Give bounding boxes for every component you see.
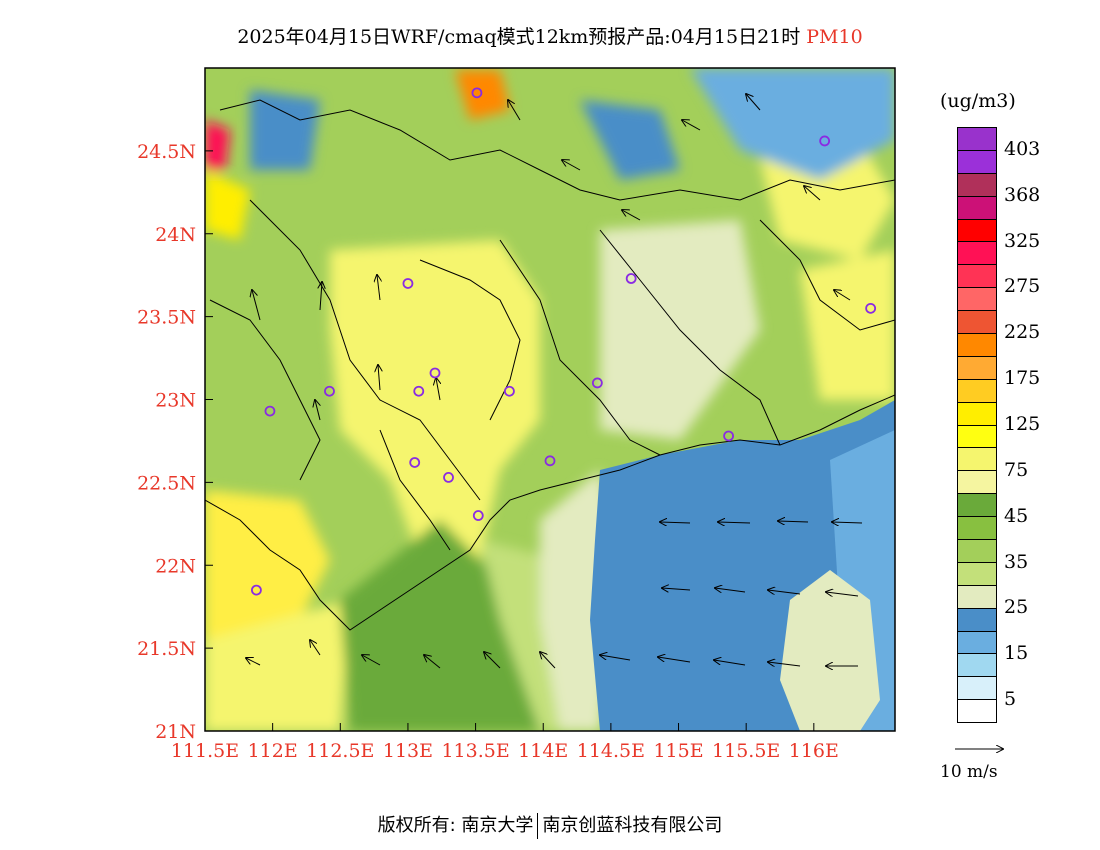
colorbar-label: 403	[1004, 137, 1041, 160]
x-tick-label: 113E	[383, 740, 433, 762]
y-tick-label: 24N	[155, 224, 196, 246]
copyright-suffix: 南京创蓝科技有限公司	[542, 815, 723, 836]
colorbar-segment	[958, 540, 996, 563]
colorbar-segment	[958, 562, 996, 586]
title-main: 2025年04月15日WRF/cmaq模式12km预报产品:04月15日21时	[237, 26, 801, 48]
colorbar-segment	[958, 196, 996, 220]
station-marker	[625, 273, 637, 284]
y-tick-label: 22N	[155, 555, 196, 577]
y-tick-label: 22.5N	[137, 472, 196, 494]
station-marker	[324, 385, 335, 397]
copyright-separator	[537, 813, 539, 839]
x-tick-label: 115.5E	[712, 740, 780, 762]
colorbar-segment	[958, 608, 996, 632]
station-markers	[251, 87, 877, 596]
x-tick-label: 114.5E	[577, 740, 645, 762]
colorbar-segment	[958, 288, 996, 312]
colorbar-segment	[958, 677, 996, 701]
y-tick-label: 21N	[155, 721, 196, 743]
station-marker	[472, 510, 484, 521]
legend-unit: (ug/m3)	[940, 90, 1016, 112]
y-tick-label: 24.5N	[137, 141, 196, 163]
vector-reference-label: 10 m/s	[940, 762, 998, 782]
colorbar-segment	[958, 402, 996, 426]
colorbar-segment	[958, 356, 996, 380]
colorbar-label: 15	[1004, 642, 1029, 665]
colorbar-segment	[958, 585, 996, 609]
colorbar-segment	[958, 311, 996, 335]
station-marker	[413, 385, 425, 397]
colorbar-segment	[958, 242, 996, 266]
colorbar-label: 25	[1004, 596, 1029, 619]
x-tick-label: 113.5E	[441, 740, 509, 762]
x-tick-label: 114E	[518, 740, 568, 762]
y-axis-labels: 21N 21.5N 22N 22.5N 23N 23.5N 24N 24.5N	[137, 141, 196, 743]
colorbar-label: 225	[1004, 321, 1041, 344]
y-tick-label: 23.5N	[137, 307, 196, 329]
x-tick-label: 115E	[653, 740, 703, 762]
colorbar-segment	[958, 334, 996, 357]
station-marker	[504, 385, 515, 397]
y-tick-label: 21.5N	[137, 638, 196, 660]
station-marker	[865, 302, 877, 314]
copyright: 版权所有: 南京大学 南京创蓝科技有限公司	[0, 811, 1100, 839]
colorbar	[957, 127, 997, 723]
station-marker	[544, 455, 556, 467]
colorbar-label: 45	[1004, 504, 1029, 527]
x-tick-label: 111.5E	[171, 740, 239, 762]
colorbar-segment	[958, 631, 996, 655]
colorbar-label: 175	[1004, 367, 1041, 390]
colorbar-label: 5	[1004, 688, 1017, 711]
station-marker	[429, 367, 441, 379]
x-tick-label: 112.5E	[306, 740, 374, 762]
colorbar-segment	[958, 471, 996, 495]
chart-title: 2025年04月15日WRF/cmaq模式12km预报产品:04月15日21时 P…	[0, 22, 1100, 49]
station-marker	[723, 430, 734, 442]
colorbar-segment	[958, 448, 996, 472]
x-tick-label: 116E	[789, 740, 839, 762]
colorbar-label: 35	[1004, 550, 1029, 573]
x-tick-label: 112E	[248, 740, 298, 762]
colorbar-segment	[958, 173, 996, 197]
colorbar-segment	[958, 219, 996, 243]
colorbar-segment	[958, 517, 996, 541]
station-marker	[264, 405, 276, 417]
title-pollutant: PM10	[806, 26, 863, 48]
colorbar-segment	[958, 150, 996, 174]
station-marker	[251, 584, 262, 596]
copyright-prefix: 版权所有: 南京大学	[377, 815, 534, 836]
station-marker	[819, 135, 831, 147]
colorbar-segment	[958, 494, 996, 518]
station-marker	[409, 457, 421, 468]
colorbar-segment	[958, 379, 996, 403]
y-tick-label: 23N	[155, 390, 196, 412]
colorbar-label: 275	[1004, 275, 1041, 298]
colorbar-label: 75	[1004, 458, 1029, 481]
station-marker	[402, 278, 414, 289]
axis-ticks	[204, 150, 815, 732]
colorbar-segment	[958, 425, 996, 449]
colorbar-label: 125	[1004, 413, 1041, 435]
colorbar-segment	[958, 654, 996, 678]
colorbar-label: 325	[1004, 229, 1041, 252]
colorbar-segment	[958, 128, 996, 151]
colorbar-segment	[958, 265, 996, 289]
concentration-field	[205, 68, 895, 731]
station-marker	[591, 377, 603, 389]
station-marker	[471, 87, 483, 99]
colorbar-segment	[958, 700, 996, 723]
colorbar-label: 368	[1004, 183, 1041, 206]
x-axis-labels: 111.5E 112E 112.5E 113E 113.5E 114E 114.5E 115E…	[171, 740, 839, 762]
station-marker	[443, 472, 454, 483]
